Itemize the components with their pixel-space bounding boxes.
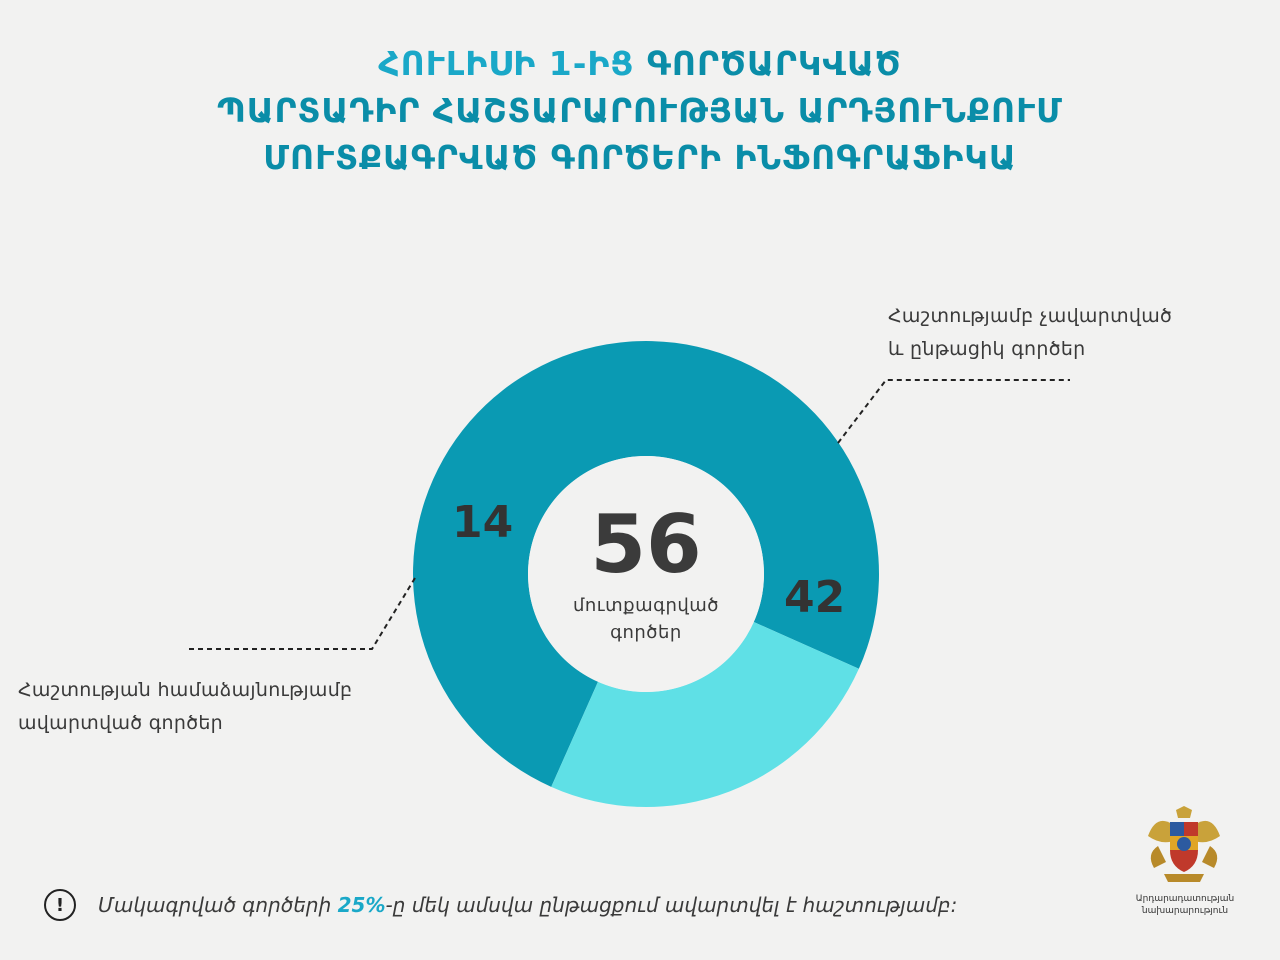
total-cases-label-line1: մուտքագրված [572,595,720,616]
exclamation-icon: ! [44,889,76,921]
title-date: ՀՈՒԼԻՍԻ 1-ԻՑ [378,44,635,83]
title-line-1: ՀՈՒԼԻՍԻ 1-ԻՑ ԳՈՐԾԱՐԿՎԱԾ [0,40,1280,87]
donut-hole [528,456,764,692]
coat-of-arms-emblem [1148,806,1220,882]
footnote-prefix: Մակագրված գործերի [98,893,332,917]
right-callout-line1: Հաշտությամբ չավարտված [888,305,1173,327]
title-line-2: ՊԱՐՏԱԴԻՐ ՀԱՇՏԱՐԱՐՈՒԹՅԱՆ ԱՐԴՅՈՒՆՔՈՒՄ [217,91,1063,130]
total-cases-label: մուտքագրված գործեր [528,592,764,646]
right-callout-leader [837,379,1070,444]
total-cases-value: 56 [590,498,702,591]
infographic-title: ՀՈՒԼԻՍԻ 1-ԻՑ ԳՈՐԾԱՐԿՎԱԾ ՊԱՐՏԱԴԻՐ ՀԱՇՏԱՐԱ… [0,40,1280,181]
donut-slices [413,341,880,807]
ministry-line1: Արդարադատության [1135,894,1235,904]
ministry-name: Արդարադատության նախարարություն [1090,893,1280,917]
footnote-percent: 25% [337,893,386,917]
total-cases-label-line2: գործեր [610,622,682,643]
left-callout-label: Հաշտության համաձայնությամբ ավարտված գործ… [18,674,352,740]
right-callout-line2: և ընթացիկ գործեր [888,338,1086,360]
slice-unresolved [413,341,880,787]
footnote: ! Մակագրված գործերի 25% -ը մեկ ամսվա ընթա… [44,885,957,925]
ministry-line2: նախարարություն [1141,906,1229,916]
title-line-3: ՄՈՒՏՔԱԳՐՎԱԾ ԳՈՐԾԵՐԻ ԻՆՖՈԳՐԱՖԻԿԱ [263,138,1017,177]
left-callout-leader [185,577,416,650]
slice-value-resolved: 14 [452,497,514,548]
left-callout-line1: Հաշտության համաձայնությամբ [18,679,353,701]
slice-value-unresolved: 42 [784,572,846,623]
title-launched: ԳՈՐԾԱՐԿՎԱԾ [646,44,902,83]
slice-resolved [551,621,859,807]
footnote-suffix: -ը մեկ ամսվա ընթացքում ավարտվել է հաշտու… [385,893,958,917]
right-callout-label: Հաշտությամբ չավարտված և ընթացիկ գործեր [888,300,1172,366]
left-callout-line2: ավարտված գործեր [18,712,224,734]
